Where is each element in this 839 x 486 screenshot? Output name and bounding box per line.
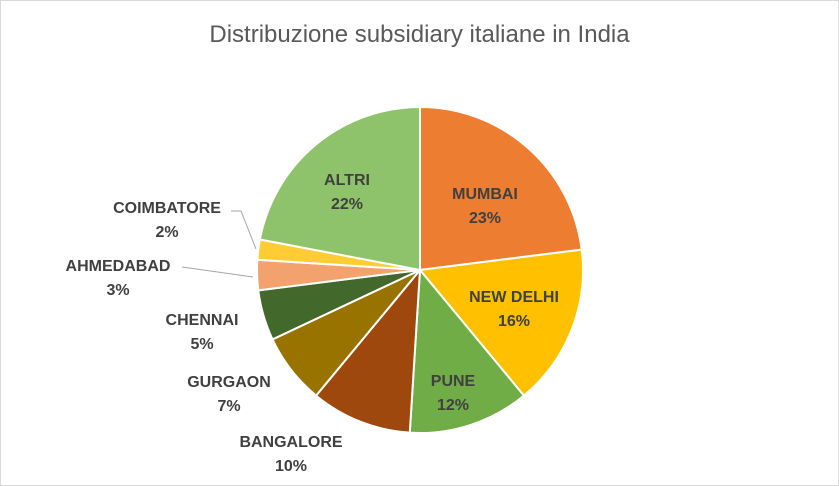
slice-label-coimbatore: COIMBATORE [113,200,221,217]
slice-value-coimbatore: 2% [155,224,178,241]
data-label-altri: ALTRI 22% [324,172,370,213]
data-label-bangalore: BANGALORE 10% [239,434,342,475]
slice-label-chennai: CHENNAI [166,312,239,329]
leader-line-ahmedabad [181,266,254,278]
pie-slice-bangalore [314,266,422,434]
slice-label-altri: ALTRI [324,172,370,189]
data-label-gurgaon: GURGAON 7% [187,374,271,415]
data-label-mumbai: MUMBAI 23% [452,186,518,227]
pie-slice-new-delhi [418,248,584,398]
pie-slice-pune [408,267,526,434]
slice-value-altri: 22% [331,196,363,213]
pie-slice-mumbai [419,105,583,272]
slice-value-pune: 12% [437,397,469,414]
slice-value-mumbai: 23% [469,210,501,227]
slice-label-new-delhi: NEW DELHI [469,289,559,306]
slice-value-new-delhi: 16% [498,313,530,330]
slice-value-gurgaon: 7% [217,398,240,415]
data-label-pune: PUNE 12% [431,373,476,414]
slice-value-ahmedabad: 3% [106,282,129,299]
chart-title: Distribuzione subsidiary italiane in Ind… [209,21,630,48]
pie-slice-altri [258,105,421,272]
data-label-chennai: CHENNAI 5% [166,312,239,353]
slice-label-pune: PUNE [431,373,476,390]
leader-line-coimbatore [231,210,257,250]
data-label-coimbatore: COIMBATORE 2% [113,200,221,241]
data-label-ahmedabad: AHMEDABAD 3% [66,258,171,299]
slice-label-bangalore: BANGALORE [239,434,342,451]
slice-value-chennai: 5% [190,336,213,353]
slice-label-mumbai: MUMBAI [452,186,518,203]
slice-value-bangalore: 10% [275,458,307,475]
data-label-new-delhi: NEW DELHI 16% [469,289,559,330]
slice-label-ahmedabad: AHMEDABAD [66,258,171,275]
slice-label-gurgaon: GURGAON [187,374,271,391]
